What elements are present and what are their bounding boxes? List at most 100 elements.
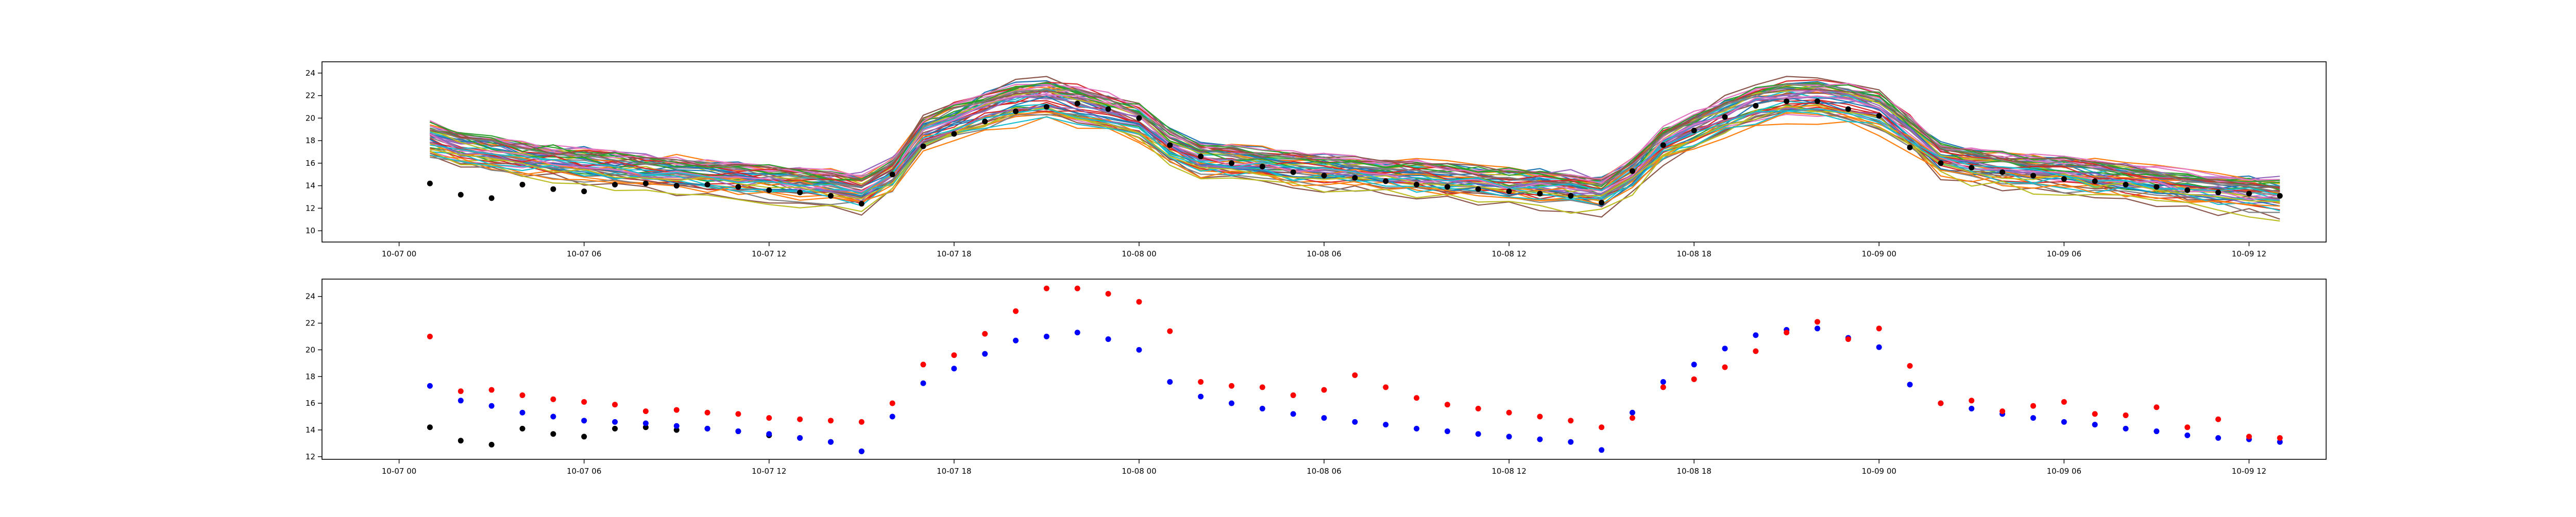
data-point xyxy=(889,400,895,406)
data-point xyxy=(2154,428,2160,435)
data-point xyxy=(1444,184,1450,190)
data-point xyxy=(1013,308,1019,314)
data-point xyxy=(1722,346,1728,352)
data-point xyxy=(2154,184,2160,190)
data-point xyxy=(1444,428,1450,435)
data-point xyxy=(1568,418,1574,424)
x-tick-label: 10-08 12 xyxy=(1492,249,1526,258)
data-point xyxy=(1228,383,1234,389)
data-point xyxy=(1568,439,1574,445)
data-point xyxy=(858,201,865,207)
data-point xyxy=(2277,435,2283,441)
data-point xyxy=(1105,106,1111,112)
x-tick-label: 10-07 12 xyxy=(752,467,786,476)
y-tick-label: 22 xyxy=(306,319,315,328)
data-point xyxy=(1105,336,1111,342)
data-point xyxy=(1629,409,1635,416)
data-point xyxy=(2123,181,2129,187)
data-point xyxy=(2092,422,2098,428)
data-point xyxy=(1414,181,1420,187)
data-point xyxy=(457,438,464,444)
data-point xyxy=(766,415,772,421)
data-point xyxy=(797,189,803,196)
data-point xyxy=(1784,330,1790,336)
data-point xyxy=(2277,193,2283,199)
data-point xyxy=(2215,416,2222,422)
data-point xyxy=(1259,405,1265,411)
data-point xyxy=(2154,404,2160,410)
y-tick-label: 20 xyxy=(306,345,315,354)
data-point xyxy=(1537,413,1543,420)
data-point xyxy=(889,413,895,420)
x-tick-label: 10-08 18 xyxy=(1676,467,1711,476)
data-point xyxy=(550,186,556,192)
y-tick-label: 12 xyxy=(306,203,315,213)
data-point xyxy=(735,411,741,417)
data-point xyxy=(642,424,649,430)
data-point xyxy=(1506,409,1512,416)
data-point xyxy=(797,416,803,422)
data-point xyxy=(1907,144,1913,150)
x-tick-label: 10-07 12 xyxy=(752,249,786,258)
data-point xyxy=(642,420,649,426)
data-point xyxy=(1907,382,1913,388)
x-tick-label: 10-08 06 xyxy=(1307,249,1341,258)
data-point xyxy=(1845,336,1851,342)
data-point xyxy=(920,143,926,149)
plot-frame xyxy=(321,279,2327,460)
data-point xyxy=(858,448,865,454)
y-tick-label: 24 xyxy=(306,68,315,78)
data-point xyxy=(2030,415,2036,421)
data-point xyxy=(673,423,680,429)
data-point xyxy=(982,351,988,357)
data-point xyxy=(1969,398,1975,404)
data-point xyxy=(1753,332,1759,338)
x-tick-label: 10-07 00 xyxy=(382,467,416,476)
data-point xyxy=(1599,199,1605,205)
data-point xyxy=(1074,100,1080,107)
data-point xyxy=(457,192,464,198)
data-point xyxy=(1722,114,1728,120)
data-point xyxy=(457,388,464,394)
data-point xyxy=(1167,328,1173,334)
data-point xyxy=(1013,337,1019,343)
data-point xyxy=(827,418,834,424)
data-point xyxy=(1629,168,1635,174)
data-point xyxy=(581,434,587,440)
data-point xyxy=(612,402,618,408)
data-point xyxy=(1321,173,1327,179)
data-point xyxy=(1475,186,1481,192)
data-point xyxy=(1167,379,1173,385)
data-point xyxy=(1876,113,1882,119)
data-point xyxy=(488,387,495,393)
y-tick-label: 14 xyxy=(306,425,315,435)
data-point xyxy=(519,409,526,416)
data-point xyxy=(2123,425,2129,432)
data-point xyxy=(673,183,680,189)
x-tick-label: 10-07 06 xyxy=(567,467,601,476)
data-point xyxy=(2123,412,2129,418)
data-point xyxy=(1136,299,1142,305)
data-point xyxy=(519,392,526,399)
data-point xyxy=(1568,193,1574,199)
data-point xyxy=(673,427,680,433)
data-point xyxy=(1352,372,1358,378)
data-point xyxy=(951,352,957,358)
data-point xyxy=(1907,363,1913,369)
data-point xyxy=(2215,189,2222,196)
data-point xyxy=(1321,415,1327,421)
data-point xyxy=(488,441,495,447)
data-point xyxy=(1198,393,1204,400)
data-point xyxy=(1352,419,1358,425)
data-point xyxy=(1845,106,1851,112)
x-tick-label: 10-09 00 xyxy=(1862,467,1896,476)
ensemble-line xyxy=(430,82,2280,187)
data-point xyxy=(1753,348,1759,354)
data-point xyxy=(1074,285,1080,291)
data-point xyxy=(1043,104,1049,110)
x-tick-label: 10-08 12 xyxy=(1492,467,1526,476)
data-point xyxy=(1784,98,1790,105)
data-point xyxy=(1629,415,1635,421)
data-point xyxy=(1660,142,1666,148)
